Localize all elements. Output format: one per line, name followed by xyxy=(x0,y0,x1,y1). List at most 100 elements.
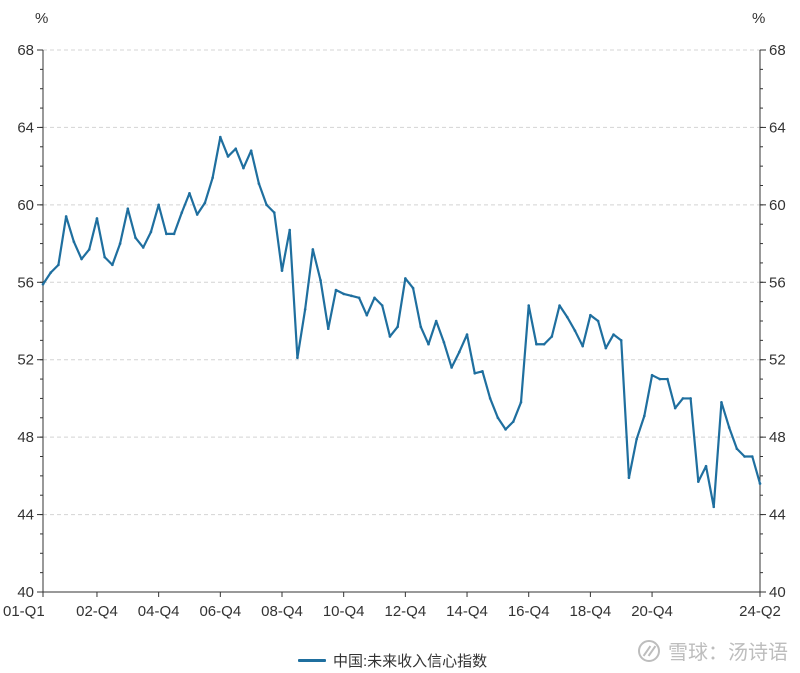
data-point xyxy=(288,228,292,232)
data-point xyxy=(658,377,662,381)
data-point xyxy=(296,356,299,360)
data-point xyxy=(404,277,407,280)
data-point xyxy=(242,166,245,170)
data-point xyxy=(257,182,261,185)
x-tick-label: 18-Q4 xyxy=(570,603,612,620)
data-point xyxy=(249,149,253,152)
xueqiu-logo-icon xyxy=(638,639,660,662)
data-point xyxy=(172,232,176,236)
data-point xyxy=(165,232,168,236)
data-point xyxy=(388,335,392,338)
data-point xyxy=(334,288,338,292)
data-point xyxy=(596,319,600,323)
x-tick-label: 16-Q4 xyxy=(508,603,550,620)
data-point xyxy=(504,428,507,431)
data-point xyxy=(689,397,692,400)
data-point xyxy=(141,246,145,249)
data-point xyxy=(727,426,731,429)
y-tick-label-left: 64 xyxy=(17,119,34,136)
data-point xyxy=(511,420,515,423)
data-point xyxy=(473,371,477,375)
data-point xyxy=(219,135,222,139)
data-point xyxy=(265,203,268,207)
data-point xyxy=(188,191,191,195)
x-tick-label: 01-Q1 xyxy=(3,603,45,620)
data-point xyxy=(95,217,99,220)
y-tick-label-right: 52 xyxy=(769,352,786,369)
y-tick-label-left: 48 xyxy=(17,429,34,446)
data-point xyxy=(743,455,746,458)
data-point xyxy=(419,325,423,329)
data-point xyxy=(442,340,446,344)
data-point xyxy=(643,414,646,418)
data-point xyxy=(434,319,438,323)
y-tick-label-right: 48 xyxy=(769,429,786,446)
watermark-text: 雪球：汤诗语 xyxy=(668,642,788,664)
y-tick-label-left: 40 xyxy=(17,584,34,601)
data-point xyxy=(272,211,276,214)
data-point xyxy=(211,176,214,180)
data-point xyxy=(118,242,122,245)
y-tick-label-right: 68 xyxy=(769,42,786,59)
x-tick-label: 08-Q4 xyxy=(261,603,303,620)
x-tick-label: 06-Q4 xyxy=(199,603,241,620)
data-point xyxy=(380,304,384,307)
x-tick-label: 10-Q4 xyxy=(323,603,365,620)
y-tick-label-left: 68 xyxy=(17,42,34,59)
data-point xyxy=(134,236,137,240)
y-tick-label-right: 40 xyxy=(769,584,786,601)
data-point xyxy=(373,296,376,300)
x-tick-label: 02-Q4 xyxy=(76,603,118,620)
data-point xyxy=(149,230,153,234)
legend-label: 中国:未来收入信心指数 xyxy=(333,653,488,670)
data-point xyxy=(542,342,546,346)
data-point xyxy=(49,271,53,274)
data-point xyxy=(488,397,492,400)
data-point xyxy=(581,344,584,348)
x-tick-label: 04-Q4 xyxy=(138,603,180,620)
data-point xyxy=(697,480,700,483)
data-point xyxy=(712,505,716,509)
y-tick-label-left: 44 xyxy=(17,507,34,524)
data-point xyxy=(735,447,739,451)
data-point xyxy=(195,213,199,216)
data-point xyxy=(427,342,430,346)
data-point xyxy=(681,397,685,400)
data-point xyxy=(619,339,623,342)
data-point xyxy=(350,294,353,298)
data-point xyxy=(365,313,369,317)
y-tick-label-right: 56 xyxy=(769,274,786,291)
data-point xyxy=(157,203,160,207)
data-point xyxy=(465,333,469,336)
y-axis-unit-left: % xyxy=(35,10,49,27)
data-point xyxy=(357,296,361,300)
data-point xyxy=(396,325,399,329)
data-point xyxy=(72,240,76,243)
data-point xyxy=(280,269,284,272)
data-point xyxy=(550,335,554,338)
data-point xyxy=(750,455,754,458)
y-tick-label-right: 44 xyxy=(769,507,786,524)
y-tick-label-left: 52 xyxy=(17,352,34,369)
data-point xyxy=(180,211,184,214)
data-point xyxy=(673,406,677,410)
data-point xyxy=(458,350,461,354)
data-point xyxy=(650,373,654,377)
data-point xyxy=(535,342,538,346)
y-tick-label-left: 60 xyxy=(17,197,34,214)
data-point xyxy=(558,304,561,307)
data-point xyxy=(565,315,569,319)
data-point xyxy=(496,416,500,420)
legend-line-swatch xyxy=(298,659,326,662)
data-point xyxy=(720,401,723,404)
data-point xyxy=(41,282,45,286)
data-point xyxy=(612,333,615,336)
x-tick-label: 20-Q4 xyxy=(631,603,673,620)
data-point xyxy=(589,313,592,317)
data-point xyxy=(342,292,345,296)
data-point xyxy=(319,279,322,282)
y-tick-label-right: 64 xyxy=(769,119,786,136)
data-point xyxy=(604,346,608,350)
data-point xyxy=(635,437,638,441)
